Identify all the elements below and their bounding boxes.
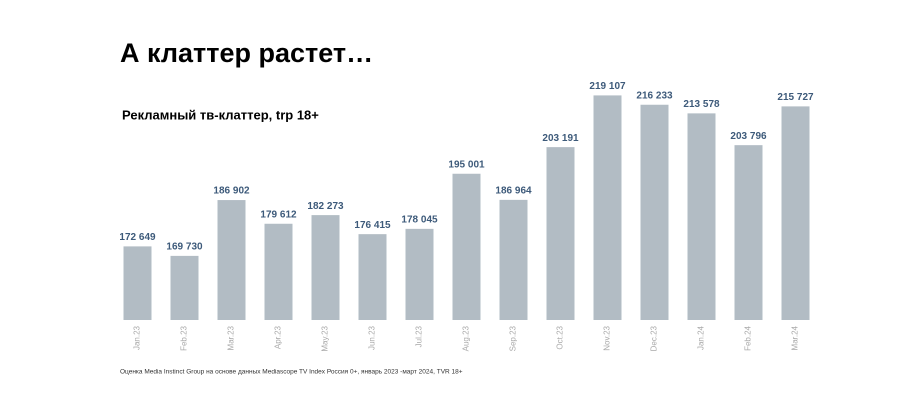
x-tick-label: Sep.23	[509, 325, 518, 351]
bar	[687, 113, 716, 321]
value-label: 216 233	[636, 90, 673, 101]
bar	[499, 199, 528, 320]
value-label: 213 578	[683, 99, 720, 110]
x-tick-label: Jan.23	[133, 325, 142, 350]
bar	[781, 106, 810, 320]
x-tick-label: Dec.23	[650, 325, 659, 351]
chart-subtitle: Рекламный тв-клаттер, trp 18+	[122, 107, 319, 122]
value-label: 172 649	[119, 232, 156, 243]
value-label: 176 415	[354, 220, 391, 231]
value-label: 186 902	[213, 186, 250, 197]
value-label: 182 273	[307, 201, 344, 212]
bar	[311, 215, 340, 320]
bar	[546, 147, 575, 320]
source-note: Оценка Media Instinct Group на основе да…	[120, 369, 463, 376]
value-label: 169 730	[166, 242, 203, 253]
bar	[358, 234, 387, 320]
bar	[734, 145, 763, 320]
x-tick-label: Feb.24	[744, 325, 753, 350]
value-label: 219 107	[589, 81, 626, 92]
bar	[452, 173, 481, 320]
bar	[170, 255, 199, 320]
value-label: 195 001	[448, 159, 485, 170]
x-tick-label: Nov.23	[603, 325, 612, 350]
x-tick-label: Apr.23	[274, 325, 283, 349]
bar	[640, 104, 669, 320]
value-label: 179 612	[260, 209, 297, 220]
x-tick-label: Jun.23	[368, 325, 377, 350]
x-tick-label: May.23	[321, 325, 330, 351]
bar	[405, 228, 434, 320]
bar	[217, 200, 246, 320]
x-tick-label: Oct.23	[556, 325, 565, 349]
value-label: 215 727	[777, 92, 814, 103]
chart-title: А клаттер растет…	[120, 38, 373, 68]
x-tick-label: Mar.24	[791, 325, 800, 350]
x-tick-label: Mar.23	[227, 325, 236, 350]
value-label: 203 796	[730, 131, 767, 142]
x-tick-label: Feb.23	[180, 325, 189, 350]
value-label: 203 191	[542, 133, 579, 144]
x-tick-label: Aug.23	[462, 325, 471, 351]
bar	[593, 95, 622, 320]
bar	[123, 246, 152, 320]
value-label: 178 045	[401, 214, 438, 225]
bar	[264, 223, 293, 320]
x-tick-label: Jan.24	[697, 325, 706, 350]
value-label: 186 964	[495, 186, 532, 197]
x-tick-label: Jul.23	[415, 325, 424, 347]
